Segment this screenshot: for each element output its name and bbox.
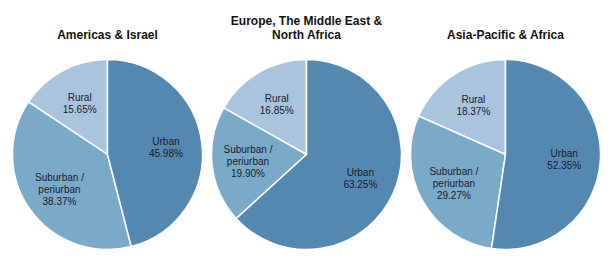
svg-text:Suburban /periurban29.27%: Suburban /periurban29.27% xyxy=(429,165,478,200)
svg-text:Urban52.35%: Urban52.35% xyxy=(547,147,581,170)
html-text:Asia-Pacific & Africa: Asia-Pacific & Africa xyxy=(447,28,564,42)
svg-text:Suburban /periurban38.37%: Suburban /periurban38.37% xyxy=(35,171,84,206)
html-text:Americas & Israel: Americas & Israel xyxy=(57,28,158,42)
svg-text:Rural16.85%: Rural16.85% xyxy=(260,92,294,115)
svg-text:Suburban /periurban19.90%: Suburban /periurban19.90% xyxy=(224,144,273,179)
html-text:Europe, The Middle East & Nort: Europe, The Middle East & North Africa xyxy=(230,14,383,42)
svg-text:Urban45.98%: Urban45.98% xyxy=(149,136,183,159)
svg-text:Rural18.37%: Rural18.37% xyxy=(456,94,490,117)
svg-text:Urban63.25%: Urban63.25% xyxy=(343,167,377,190)
svg-text:Rural15.65%: Rural15.65% xyxy=(63,91,97,114)
